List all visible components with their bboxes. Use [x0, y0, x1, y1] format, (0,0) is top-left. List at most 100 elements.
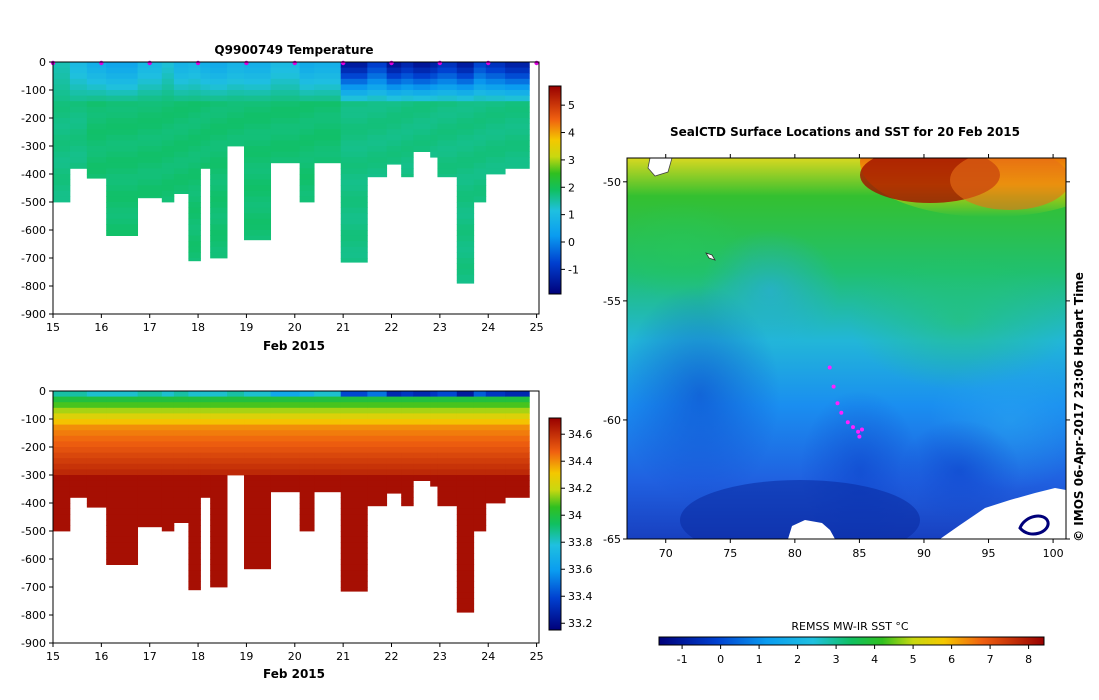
temperature-cell	[456, 280, 475, 284]
temperature-cell	[456, 123, 475, 130]
salinity-cell	[314, 475, 342, 481]
salinity-cell	[437, 475, 458, 481]
temperature-cell	[299, 174, 315, 180]
salinity-cell	[386, 430, 402, 437]
salinity-cell	[485, 413, 506, 420]
temperature-cell	[485, 157, 506, 164]
temperature-cell	[473, 118, 487, 124]
temperature-cell	[386, 162, 402, 165]
temperature-cell	[314, 90, 342, 96]
salinity-cell	[173, 419, 189, 425]
salinity-cell	[340, 435, 368, 442]
salinity-cell	[53, 475, 71, 481]
temperature-cell	[314, 151, 342, 158]
sst-map-lat-axis: -50 -55 -60 -65	[603, 176, 1070, 546]
salinity-colorbar-ticks: 34.6 34.4 34.2 34 33.8 33.6 33.4 33.2	[561, 428, 593, 630]
salinity-cell	[340, 486, 368, 493]
salinity-cell	[340, 447, 368, 453]
temperature-cell	[244, 185, 272, 192]
salinity-cell	[456, 564, 475, 571]
salinity-cell	[210, 503, 228, 509]
salinity-cell	[437, 469, 458, 476]
salinity-cell	[430, 447, 438, 453]
temperature-cell	[505, 78, 530, 85]
temperature-cell	[244, 196, 272, 203]
salinity-cell	[173, 407, 189, 414]
temperature-cell	[437, 101, 458, 108]
temperature-cell	[173, 123, 189, 130]
temperature-cell	[53, 95, 71, 102]
temperature-cell	[270, 151, 301, 158]
salinity-cell	[505, 413, 530, 420]
salinity-cell	[86, 435, 107, 442]
sst-colorbar-tick-label: 2	[794, 653, 801, 666]
salinity-cell	[401, 430, 414, 437]
temperature-cell	[473, 174, 487, 180]
salinity-cell	[456, 441, 475, 448]
sst-colorbar-tick-label: 6	[948, 653, 955, 666]
salinity-cell	[69, 419, 88, 425]
y-tick-label: -400	[21, 497, 46, 510]
temperature-cell	[137, 168, 163, 175]
temperature-cell	[473, 162, 487, 169]
temperature-cell	[430, 95, 438, 102]
salinity-cell	[505, 447, 530, 453]
temperature-cell	[367, 78, 388, 85]
temperature-cell	[485, 140, 506, 147]
temperature-cell	[299, 129, 315, 136]
temperature-cell	[244, 118, 272, 124]
temperature-cell	[401, 140, 414, 147]
temperature-cell	[173, 129, 189, 136]
temperature-cell	[161, 151, 175, 158]
salinity-cell	[173, 447, 189, 453]
temperature-cell	[367, 140, 388, 147]
colorbar-tick-label: 0	[568, 236, 575, 249]
salinity-cell	[430, 430, 438, 437]
salinity-cell	[173, 424, 189, 431]
temperature-cell	[173, 90, 189, 96]
salinity-cell	[210, 435, 228, 442]
temperature-cell	[188, 246, 201, 253]
temperature-cell	[200, 84, 211, 91]
salinity-cell	[244, 452, 272, 459]
salinity-cell	[200, 407, 211, 414]
temperature-cell	[161, 95, 175, 102]
temperature-cell	[314, 106, 342, 113]
temperature-cell	[106, 162, 139, 169]
salinity-cell	[456, 475, 475, 481]
salinity-cell	[69, 452, 88, 459]
colorbar-tick-label: 33.2	[568, 617, 593, 630]
temperature-cell	[473, 168, 487, 175]
temperature-cell	[210, 151, 228, 158]
temperature-cell	[106, 106, 139, 113]
temperature-cell	[386, 112, 402, 119]
seal-position	[860, 427, 864, 432]
temperature-cell	[367, 146, 388, 152]
salinity-cell	[437, 413, 458, 420]
temperature-cell	[473, 123, 487, 130]
salinity-cell	[53, 391, 71, 397]
salinity-cell	[456, 519, 475, 526]
temperature-cell	[413, 146, 431, 152]
salinity-cell	[413, 424, 431, 431]
temperature-cell	[210, 123, 228, 130]
salinity-cell	[505, 475, 530, 481]
salinity-cell	[401, 469, 414, 476]
salinity-cell	[413, 396, 431, 403]
salinity-cell	[173, 435, 189, 442]
temperature-cell	[401, 123, 414, 130]
temperature-cell	[456, 73, 475, 80]
temperature-cell	[53, 179, 71, 186]
temperature-cell	[161, 112, 175, 119]
y-tick-label: -500	[21, 196, 46, 209]
salinity-cell	[188, 531, 201, 537]
temperature-cell	[200, 140, 211, 147]
temperature-cell	[340, 179, 368, 186]
temperature-cell	[210, 235, 228, 242]
temperature-cell	[437, 73, 458, 80]
salinity-cell	[188, 424, 201, 431]
temperature-cell	[173, 162, 189, 169]
salinity-cell	[386, 463, 402, 470]
temperature-cell	[137, 196, 163, 199]
temperature-cell	[200, 162, 211, 169]
